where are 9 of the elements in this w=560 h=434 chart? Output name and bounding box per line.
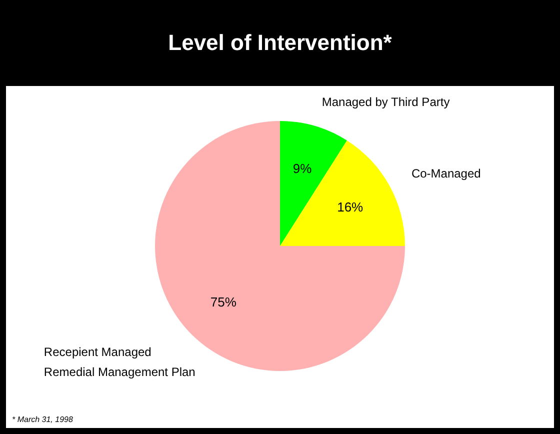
chart-title: Level of Intervention* xyxy=(167,29,393,57)
data-label: 75% xyxy=(210,294,237,310)
slice-label: Managed by Third Party xyxy=(322,94,450,109)
pie-slice xyxy=(280,140,405,246)
data-label: 9% xyxy=(292,161,312,176)
text: * March 31, 1998 xyxy=(12,415,73,424)
slice-label: Recepient Managed Remedial Management Plan xyxy=(44,345,196,380)
slice-label: Co-Managed xyxy=(411,166,481,181)
data-label: 16% xyxy=(337,199,364,214)
